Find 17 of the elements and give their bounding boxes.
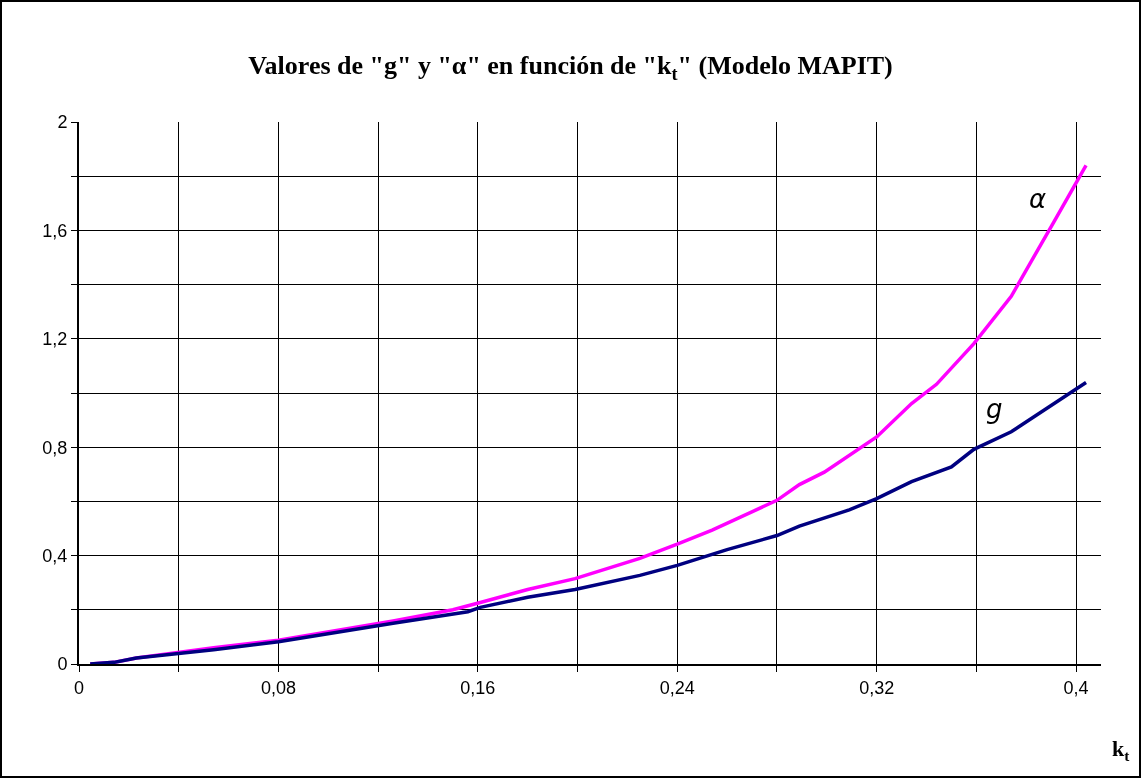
chart-title: Valores de "g" y "α" en función de "k$_{t}$" (Modelo MAPIT) [248,51,893,84]
x-tick-label: 0,24 [659,677,695,698]
y-tick-label: 2 [57,112,68,133]
series-label: g [986,394,1003,424]
y-tick-label: 0 [57,654,68,675]
y-tick-label: 1,6 [42,220,68,241]
series-label: α [1029,184,1047,214]
y-tick-label: 0,4 [42,545,68,566]
x-tick-label: 0 [73,677,85,698]
x-tick-label: 0,4 [1063,677,1089,698]
x-tick-label: 0,32 [859,677,895,698]
x-axis-title: k$_{t}$ [1112,736,1131,764]
y-tick-label: 0,8 [42,437,68,458]
line-series [88,380,1088,664]
y-tick-label: 1,2 [42,329,68,350]
x-tick-label: 0,16 [460,677,496,698]
x-tick-label: 0,08 [260,677,296,698]
